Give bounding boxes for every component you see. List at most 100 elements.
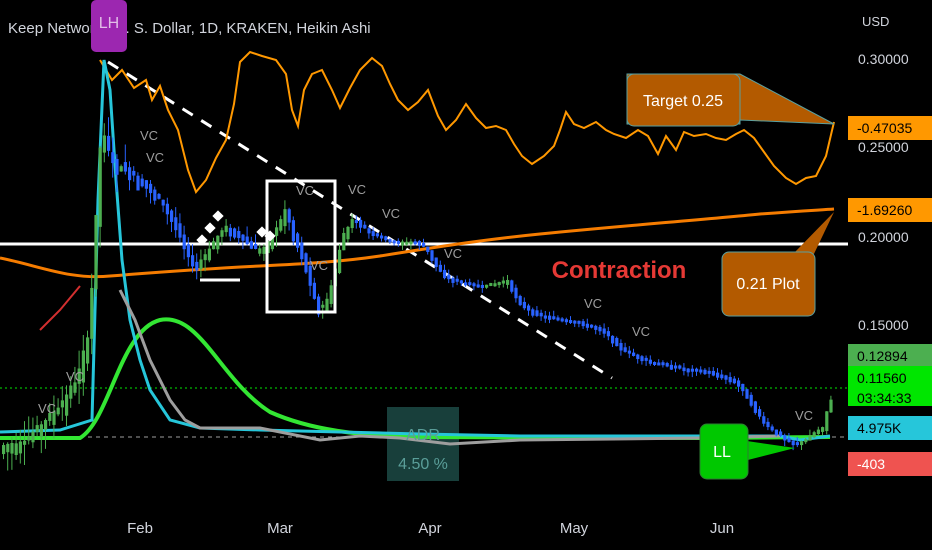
candle-body	[770, 426, 774, 431]
candle-body	[6, 443, 10, 453]
price-tag: -403	[848, 452, 932, 476]
candle-body	[821, 427, 825, 432]
candle-body	[531, 309, 535, 316]
candle-body	[111, 152, 115, 164]
plot-label: 0.21 Plot	[736, 276, 800, 293]
candle-body	[262, 246, 266, 254]
candle-body	[413, 241, 417, 245]
candle-body	[640, 356, 644, 362]
price-tag: -0.47035	[848, 116, 932, 140]
candle-body	[182, 234, 186, 250]
candle-body	[829, 399, 833, 413]
candle-body	[644, 357, 648, 361]
svg-text:0.11560: 0.11560	[857, 370, 907, 386]
svg-text:4.975K: 4.975K	[857, 420, 902, 436]
candle-body	[10, 442, 14, 454]
y-axis: 0.30000 0.25000 0.20000 0.15000	[858, 51, 909, 333]
candle-body	[157, 193, 161, 199]
candle-body	[816, 429, 820, 435]
candle-body	[86, 337, 90, 364]
vc-label: VC	[296, 183, 314, 198]
candle-body	[686, 368, 690, 373]
candle-body	[245, 236, 249, 245]
candle-body	[506, 279, 510, 285]
candle-body	[417, 241, 421, 246]
candle-body	[342, 232, 346, 251]
price-tags: -0.47035 -1.69260 0.12894 0.11560 03:34:33 4.…	[848, 116, 932, 476]
candle-body	[35, 425, 39, 432]
candle-body	[577, 320, 581, 324]
candle-body	[153, 189, 157, 201]
candle-body	[220, 230, 224, 237]
price-tag: 0.12894	[848, 344, 932, 368]
candle-body	[191, 255, 195, 267]
candle-body	[514, 287, 518, 299]
candle-body	[426, 246, 430, 252]
candle-body	[522, 301, 526, 309]
x-axis: Feb Mar Apr May Jun	[127, 520, 734, 537]
candle-body	[212, 241, 216, 250]
candle-body	[2, 445, 6, 455]
candle-body	[552, 316, 556, 320]
adr-value: 4.50 %	[398, 456, 448, 473]
candle-body	[249, 241, 253, 249]
candle-body	[31, 431, 35, 443]
candle-body	[636, 354, 640, 360]
candle-body	[451, 277, 455, 283]
candle-body	[52, 411, 56, 425]
candle-body	[434, 257, 438, 267]
vc-label: VC	[444, 246, 462, 261]
candle-body	[464, 282, 468, 286]
candle-body	[161, 199, 165, 206]
candle-body	[388, 239, 392, 243]
x-tick-label: Mar	[267, 520, 293, 537]
candle-body	[493, 283, 497, 287]
candle-body	[241, 234, 245, 241]
candle-body	[556, 317, 560, 321]
x-tick-label: Apr	[418, 520, 441, 537]
candle-body	[657, 362, 661, 366]
candle-body	[287, 209, 291, 223]
y-tick-label: 0.15000	[858, 317, 909, 333]
candle-body	[774, 429, 778, 436]
candle-body	[396, 240, 400, 244]
candle-body	[632, 352, 636, 356]
vc-label: VC	[310, 258, 328, 273]
candle-body	[178, 223, 182, 238]
y-tick-label: 0.25000	[858, 139, 909, 155]
target-label: Target 0.25	[643, 93, 723, 110]
price-tag: 03:34:33	[848, 386, 932, 406]
candle-body	[598, 326, 602, 332]
candle-body	[186, 244, 190, 258]
candle-body	[623, 347, 627, 352]
candle-body	[149, 183, 153, 194]
candle-body	[94, 215, 98, 290]
candle-body	[791, 440, 795, 446]
candle-body	[825, 411, 829, 432]
candle-body	[724, 375, 728, 380]
vc-label: VC	[140, 128, 158, 143]
candle-body	[661, 362, 665, 366]
candle-body	[745, 389, 749, 399]
candle-body	[800, 441, 804, 446]
candle-body	[317, 296, 321, 315]
candle-body	[321, 304, 325, 308]
candle-body	[392, 240, 396, 244]
vc-label: VC	[348, 182, 366, 197]
candle-body	[371, 231, 375, 237]
candle-body	[296, 233, 300, 248]
upper-oscillator-line	[99, 50, 835, 194]
candle-body	[737, 380, 741, 387]
candle-body	[170, 210, 174, 222]
candle-body	[233, 228, 237, 238]
ll-callout-pointer	[740, 440, 795, 462]
candle-body	[548, 315, 552, 320]
x-tick-label: Feb	[127, 520, 153, 537]
x-tick-label: Jun	[710, 520, 734, 537]
candle-body	[674, 365, 678, 369]
candle-body	[119, 166, 123, 172]
candle-body	[665, 363, 669, 367]
svg-text:-0.47035: -0.47035	[857, 120, 912, 136]
candle-body	[619, 343, 623, 351]
